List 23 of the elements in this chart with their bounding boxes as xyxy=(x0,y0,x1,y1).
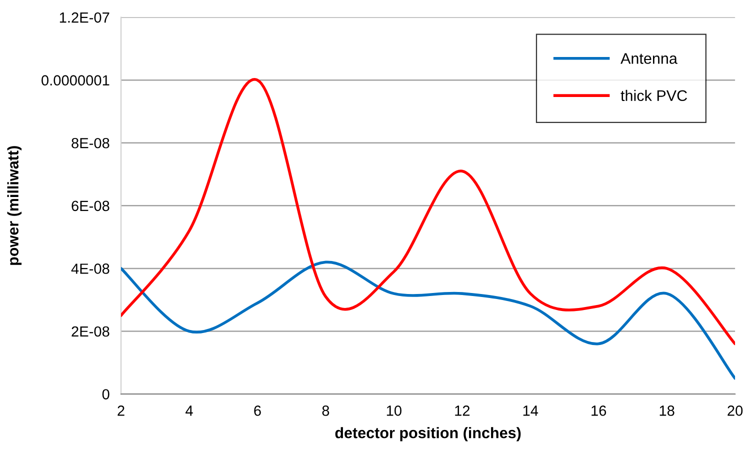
x-tick-label: 20 xyxy=(728,406,743,416)
x-tick-label: 6 xyxy=(254,406,261,416)
y-axis-title: power (milliwatt) xyxy=(7,146,22,265)
x-tick-label: 14 xyxy=(523,406,538,416)
y-tick-label: 1.2E-07 xyxy=(60,12,110,23)
x-axis-title: detector position (inches) xyxy=(335,427,521,442)
y-tick-label: 8E-08 xyxy=(72,138,110,148)
x-tick-label: 2 xyxy=(118,406,124,416)
y-tick-label: 0 xyxy=(102,389,110,400)
line-series xyxy=(121,260,736,380)
x-tick-label: 12 xyxy=(455,406,470,416)
x-tick-label: 4 xyxy=(186,406,193,416)
legend-label: thick PVC xyxy=(620,90,687,102)
x-tick-label: 8 xyxy=(322,406,330,416)
legend-label: Antenna xyxy=(620,53,678,64)
y-tick-label: 0.0000001 xyxy=(42,75,110,86)
line-series xyxy=(121,78,736,346)
x-tick-label: 10 xyxy=(386,406,402,416)
y-tick-label: 2E-08 xyxy=(72,326,110,337)
y-tick-label: 4E-08 xyxy=(71,264,110,274)
x-tick-label: 16 xyxy=(592,406,606,416)
y-tick-label: 6E-08 xyxy=(72,200,110,212)
x-tick-label: 18 xyxy=(660,406,674,416)
